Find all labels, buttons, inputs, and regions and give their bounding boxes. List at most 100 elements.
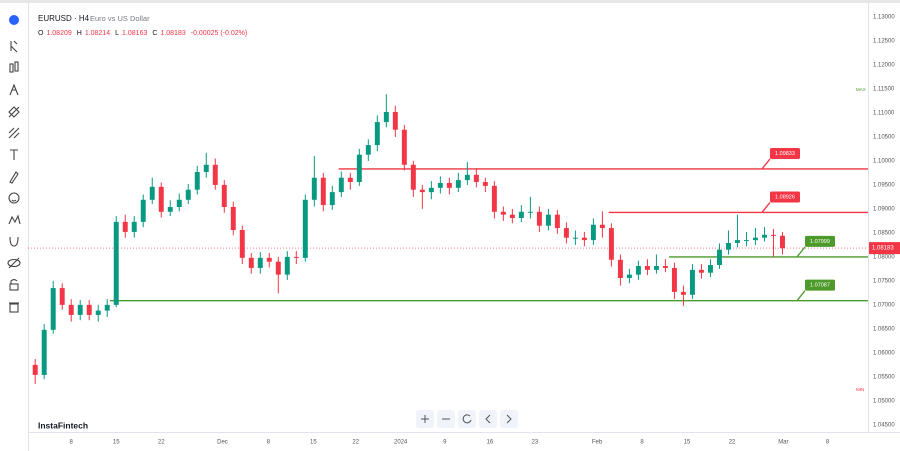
tool-fx[interactable] xyxy=(9,83,19,96)
y-tick-label: 1.12000 xyxy=(873,63,895,69)
tool-lock[interactable] xyxy=(9,278,19,291)
y-tick-label: 1.10000 xyxy=(873,159,895,165)
ohlc-value: 1.08183 xyxy=(160,30,185,37)
candle-body xyxy=(122,221,128,232)
last-price-box xyxy=(869,242,900,255)
candle-body xyxy=(158,186,164,212)
candle-body xyxy=(77,304,83,315)
candle-body xyxy=(248,257,254,268)
tool-hide[interactable] xyxy=(7,257,21,269)
candle-body xyxy=(329,192,335,206)
candle-body xyxy=(653,265,659,270)
description: Euro vs US Dollar xyxy=(90,14,150,23)
candle-body xyxy=(518,211,524,219)
max-label: MAX xyxy=(856,87,866,92)
x-tick-label: 8 xyxy=(640,440,644,446)
ohlc-value: 1.08214 xyxy=(85,30,110,37)
candle-body xyxy=(176,199,182,207)
tool-brush[interactable] xyxy=(9,171,19,184)
y-tick-label: 1.11000 xyxy=(873,111,895,117)
candle-body xyxy=(446,182,452,188)
x-tick-label: 9 xyxy=(443,440,447,446)
level-label-box xyxy=(805,279,835,291)
tool-line[interactable] xyxy=(8,106,20,118)
x-tick-label: Dec xyxy=(217,440,228,446)
candle-body xyxy=(113,221,119,305)
candle-body xyxy=(563,228,569,238)
tool-candles[interactable] xyxy=(9,61,19,73)
x-tick-label: 8 xyxy=(826,440,830,446)
y-tick-label: 1.05500 xyxy=(873,374,895,380)
tool-cursor[interactable] xyxy=(10,40,18,53)
zoom-in-icon xyxy=(421,415,429,423)
tool-pattern[interactable] xyxy=(8,214,21,225)
candle-body xyxy=(761,234,767,238)
level-connector xyxy=(761,158,771,170)
candle-body xyxy=(311,177,317,200)
candle-body xyxy=(167,206,173,212)
candle-body xyxy=(734,240,740,243)
x-tick-label: 23 xyxy=(532,440,539,446)
candle-body xyxy=(428,187,434,193)
candle-body xyxy=(284,256,290,275)
plot: 1.09833 1.08926 1.07999 1.07087 xyxy=(28,94,868,385)
level-connector xyxy=(796,246,806,258)
candle-body xyxy=(374,122,380,146)
candle-body xyxy=(590,224,596,241)
level-label: 1.07999 xyxy=(810,239,830,245)
tool-text[interactable] xyxy=(10,149,18,160)
candle-body xyxy=(419,189,425,193)
candle-body xyxy=(392,111,398,130)
ohlc-key: H xyxy=(77,30,82,37)
candle-body xyxy=(293,256,299,258)
x-tick-label: 22 xyxy=(158,440,165,446)
level-label-box xyxy=(770,191,800,203)
symbol: EURUSD · H4 xyxy=(38,14,90,23)
candle-body xyxy=(320,177,326,206)
candle-body xyxy=(437,182,443,188)
logo xyxy=(9,15,19,25)
level-label-box xyxy=(770,147,800,159)
x-tick-label: 8 xyxy=(267,440,271,446)
toolbar xyxy=(7,15,21,313)
scroll-left-button[interactable] xyxy=(479,410,497,428)
scroll-right-button[interactable] xyxy=(500,410,518,428)
candle-body xyxy=(455,180,461,188)
candle-body xyxy=(599,224,605,229)
candle-body xyxy=(491,185,497,212)
candle-body xyxy=(185,189,191,200)
candle-body xyxy=(230,206,236,231)
zoom-controls xyxy=(416,410,518,428)
candle-body xyxy=(770,234,776,236)
candle-body xyxy=(671,267,677,292)
tool-emoji[interactable] xyxy=(8,192,20,204)
candle-body xyxy=(527,211,533,213)
candle-body xyxy=(266,257,272,262)
candle-body xyxy=(725,242,731,250)
reset-button[interactable] xyxy=(458,410,476,428)
x-tick-label: Feb xyxy=(592,440,603,446)
level-label: 1.09833 xyxy=(775,151,795,157)
tool-trash[interactable] xyxy=(9,302,19,313)
tool-fib[interactable] xyxy=(8,127,20,139)
candle-body xyxy=(698,269,704,273)
candle-body xyxy=(545,214,551,226)
y-tick-label: 1.08500 xyxy=(873,230,895,236)
candle-body xyxy=(86,304,92,315)
candle-body xyxy=(635,265,641,275)
y-tick-label: 1.11500 xyxy=(873,87,895,93)
level-label-box xyxy=(805,235,835,247)
candle-body xyxy=(626,274,632,278)
candle-body xyxy=(347,177,353,183)
candle-body xyxy=(743,240,749,242)
y-tick-label: 1.05000 xyxy=(873,398,895,404)
candle-body xyxy=(383,111,389,123)
candle-body xyxy=(482,182,488,186)
candle-body xyxy=(68,304,74,315)
level-connector xyxy=(761,202,771,213)
candle-body xyxy=(203,164,209,172)
x-tick-label: 22 xyxy=(352,440,359,446)
tool-magnet[interactable] xyxy=(9,236,19,247)
reset-icon xyxy=(462,414,472,424)
